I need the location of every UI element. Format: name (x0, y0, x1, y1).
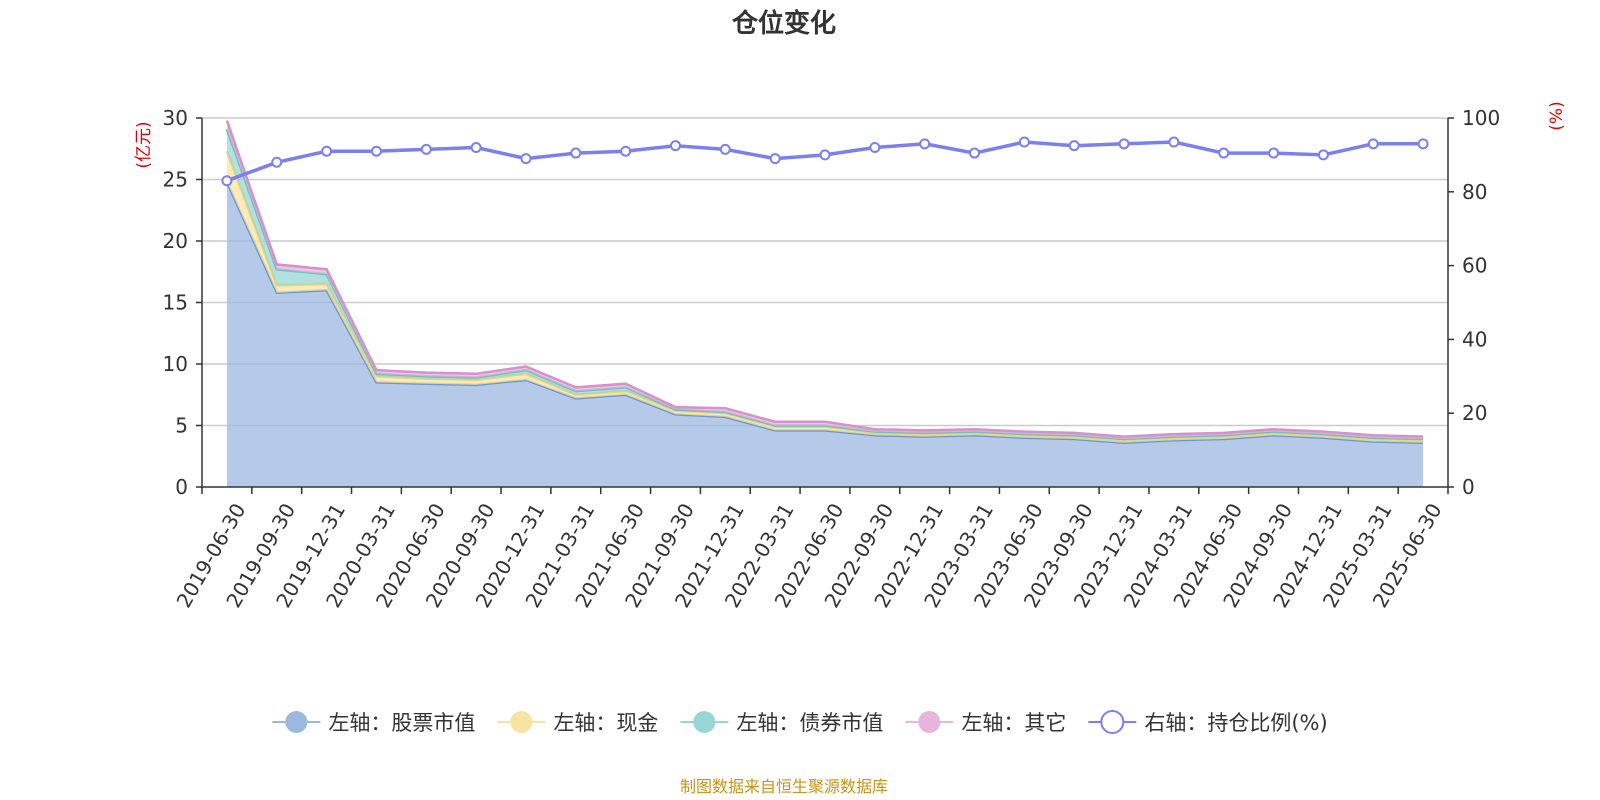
ratio-point (669, 140, 681, 152)
left-tick-label: 30 (163, 106, 188, 130)
ratio-point (221, 175, 233, 187)
legend: 左轴：股票市值 左轴：现金 左轴：债券市值 左轴：其它 右轴：持仓比例(%) (272, 710, 1328, 735)
legend-marker (1100, 710, 1125, 734)
legend-label: 左轴：其它 (961, 711, 1066, 735)
left-tick-label: 10 (163, 352, 188, 376)
legend-label: 右轴：持仓比例(%) (1144, 711, 1327, 735)
ratio-point (1018, 136, 1030, 148)
right-tick-label: 0 (1462, 475, 1475, 499)
ratio-point (819, 149, 831, 161)
right-tick-label: 80 (1462, 180, 1487, 204)
stacked-areas (225, 120, 1424, 487)
legend-label: 左轴：债券市值 (736, 711, 883, 735)
ratio-point (769, 153, 781, 165)
ratio-point (719, 143, 731, 155)
legend-item[interactable]: 左轴：其它 (905, 711, 1066, 735)
ratio-point (869, 142, 881, 154)
left-tick-label: 0 (175, 475, 188, 499)
right-tick-label: 60 (1462, 254, 1487, 278)
ratio-point (520, 153, 532, 165)
legend-label: 左轴：现金 (553, 711, 658, 735)
ratio-line (226, 140, 1424, 183)
ratio-point (321, 145, 333, 157)
legend-label: 左轴：股票市值 (328, 711, 475, 735)
holding-ratio-line (221, 136, 1429, 187)
legend-item[interactable]: 左轴：现金 (497, 711, 658, 735)
legend-item[interactable]: 右轴：持仓比例(%) (1088, 710, 1328, 735)
legend-item[interactable]: 左轴：股票市值 (272, 711, 475, 735)
ratio-point (1317, 149, 1329, 161)
legend-marker (918, 711, 941, 733)
right-tick-label: 20 (1462, 401, 1487, 425)
left-tick-label: 25 (163, 168, 188, 192)
legend-marker (510, 711, 533, 733)
ratio-point (1417, 138, 1429, 150)
ratio-point (1218, 147, 1230, 159)
gridlines (202, 117, 1448, 427)
ratio-point (1168, 136, 1180, 148)
area-series (226, 182, 1424, 487)
legend-marker (693, 711, 716, 733)
right-axis-unit: (%) (1547, 101, 1567, 130)
chart-title: 仓位变化 (731, 8, 836, 39)
ratio-point (271, 156, 283, 168)
right-tick-label: 100 (1462, 106, 1500, 130)
ratio-point (1068, 140, 1080, 152)
left-tick-label: 20 (163, 229, 188, 253)
ratio-point (1118, 138, 1130, 150)
left-tick-label: 5 (175, 414, 188, 438)
left-tick-label: 15 (163, 291, 188, 315)
ratio-point (570, 147, 582, 159)
ratio-point (620, 145, 632, 157)
ratio-point (370, 145, 382, 157)
ratio-point (470, 142, 482, 154)
ratio-point (1367, 138, 1379, 150)
ratio-point (919, 138, 931, 150)
ratio-point (969, 147, 981, 159)
ratio-point (1268, 147, 1280, 159)
area-series-edge (225, 120, 1424, 438)
left-axis-unit: (亿元) (134, 121, 154, 168)
legend-item[interactable]: 左轴：债券市值 (680, 711, 883, 735)
legend-marker (285, 711, 308, 733)
ratio-point (420, 143, 432, 155)
source-note: 制图数据来自恒生聚源数据库 (680, 777, 888, 796)
right-tick-label: 40 (1462, 327, 1487, 351)
